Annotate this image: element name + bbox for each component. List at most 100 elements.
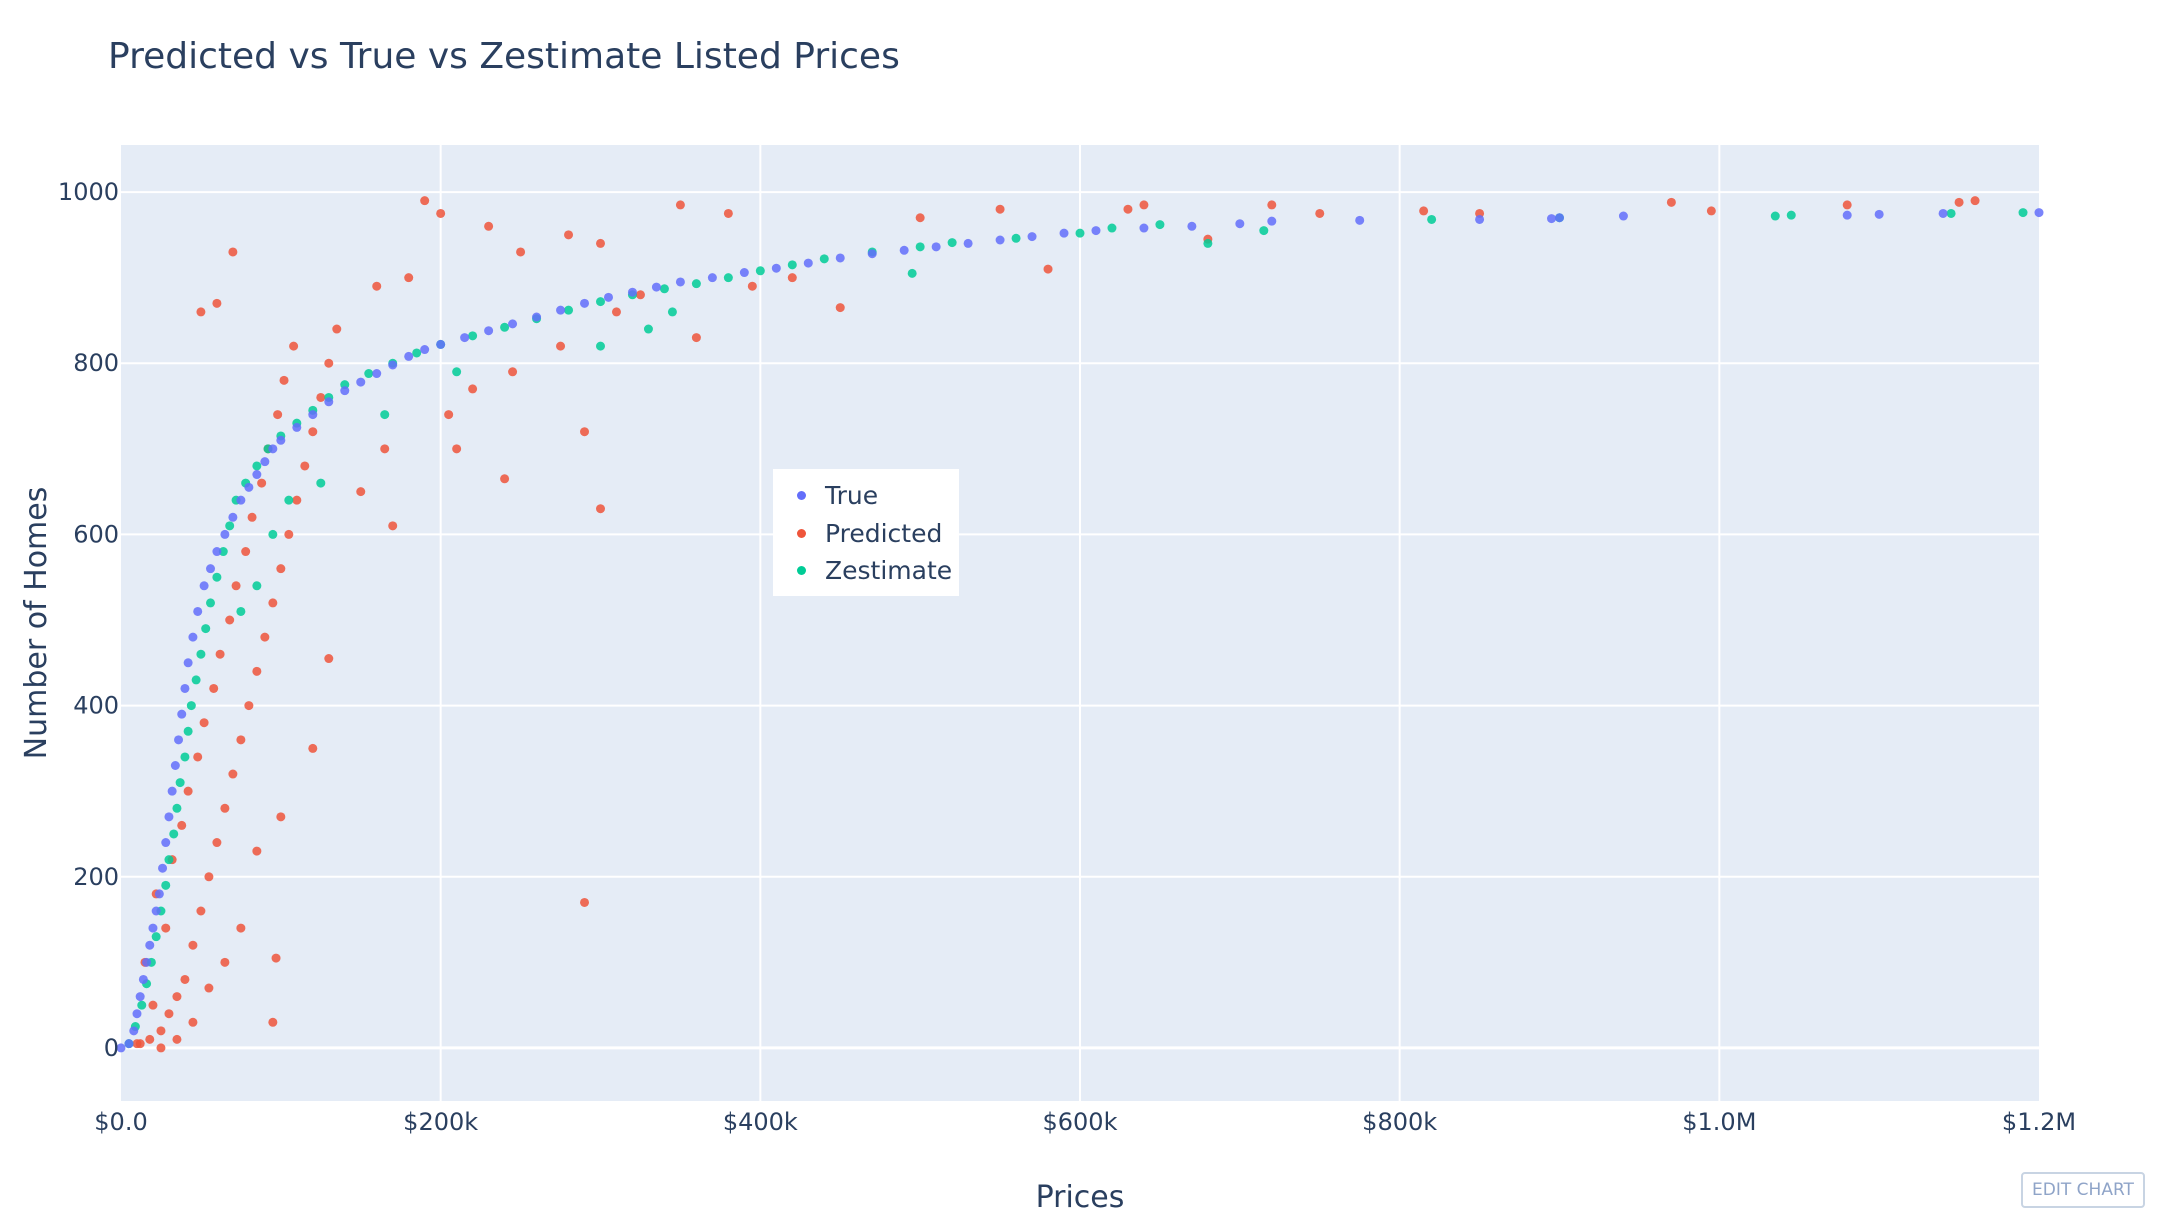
point-predicted — [300, 461, 310, 471]
point-predicted — [1842, 200, 1852, 210]
point-true — [1139, 223, 1149, 233]
point-predicted — [183, 786, 193, 796]
point-true — [1355, 215, 1365, 225]
legend-marker-predicted — [797, 528, 806, 538]
y-tick-label: 1000 — [58, 178, 119, 206]
point-true — [675, 277, 685, 287]
x-tick-label: $0.0 — [94, 1108, 147, 1136]
point-predicted — [747, 281, 757, 291]
point-true — [324, 397, 334, 407]
point-true — [627, 287, 637, 297]
point-predicted — [177, 820, 187, 830]
point-zestimate — [218, 547, 228, 557]
point-zestimate — [186, 701, 196, 711]
point-true — [151, 906, 161, 916]
point-true — [193, 606, 203, 616]
point-predicted — [675, 200, 685, 210]
point-zestimate — [137, 1000, 147, 1010]
point-zestimate — [1107, 223, 1117, 233]
point-predicted — [611, 307, 621, 317]
point-predicted — [172, 992, 182, 1002]
point-predicted — [193, 752, 203, 762]
point-zestimate — [364, 369, 374, 379]
point-true — [1091, 226, 1101, 236]
point-predicted — [1419, 206, 1429, 216]
point-true — [420, 345, 430, 355]
point-true — [132, 1009, 142, 1019]
point-true — [174, 735, 184, 745]
edit-chart-button[interactable]: EDIT CHART — [2021, 1172, 2145, 1208]
point-true — [707, 273, 717, 283]
point-zestimate — [667, 307, 677, 317]
point-predicted — [241, 547, 251, 557]
point-true — [508, 319, 518, 329]
point-zestimate — [201, 624, 211, 634]
legend-label-predicted: Predicted — [825, 518, 943, 548]
point-predicted — [164, 1009, 174, 1019]
point-predicted — [1666, 197, 1676, 207]
point-predicted — [209, 683, 219, 693]
point-true — [963, 238, 973, 248]
legend-item-predicted[interactable]: Predicted — [773, 515, 942, 551]
x-axis-ticks: $0.0 $200k $400k $600k $800k $1.0M $1.2M — [94, 1108, 2076, 1136]
point-zestimate — [1770, 211, 1780, 221]
point-zestimate — [175, 778, 185, 788]
point-true — [268, 444, 278, 454]
point-true — [158, 863, 168, 873]
point-zestimate — [1946, 208, 1956, 218]
point-predicted — [332, 324, 342, 334]
point-true — [404, 351, 414, 361]
point-zestimate — [1259, 226, 1269, 236]
point-predicted — [132, 1039, 142, 1049]
point-predicted — [244, 701, 254, 711]
legend-item-true[interactable]: True — [773, 477, 878, 513]
point-predicted — [228, 769, 238, 779]
point-true — [580, 298, 590, 308]
y-axis-title: Number of Homes — [19, 487, 54, 760]
point-predicted — [236, 735, 246, 745]
point-predicted — [1139, 200, 1149, 210]
x-tick-label: $600k — [1043, 1108, 1118, 1136]
point-predicted — [279, 375, 289, 385]
point-predicted — [580, 427, 590, 437]
point-true — [1059, 228, 1069, 238]
point-predicted — [212, 298, 222, 308]
point-predicted — [156, 1043, 166, 1053]
point-true — [1842, 210, 1852, 220]
point-true — [1235, 219, 1245, 229]
point-predicted — [273, 410, 283, 420]
point-predicted — [257, 478, 267, 488]
point-zestimate — [1155, 220, 1165, 230]
point-predicted — [404, 273, 414, 283]
point-true — [1187, 221, 1197, 231]
point-true — [2034, 208, 2044, 218]
point-true — [460, 333, 470, 343]
point-predicted — [284, 529, 294, 539]
point-zestimate — [1427, 214, 1437, 224]
point-predicted — [691, 333, 701, 343]
point-zestimate — [500, 322, 510, 332]
point-predicted — [196, 307, 206, 317]
point-true — [899, 245, 909, 255]
point-predicted — [356, 487, 366, 497]
legend-item-zestimate[interactable]: Zestimate — [773, 552, 952, 588]
point-true — [1475, 214, 1485, 224]
point-predicted — [1954, 197, 1964, 207]
point-predicted — [420, 196, 430, 206]
point-predicted — [236, 923, 246, 933]
point-true — [340, 386, 350, 396]
point-zestimate — [787, 260, 797, 270]
data-points — [116, 196, 2044, 1053]
point-zestimate — [723, 273, 733, 283]
point-true — [1618, 211, 1628, 221]
point-zestimate — [452, 367, 462, 377]
legend-label-true: True — [825, 480, 879, 510]
x-tick-label: $800k — [1362, 1108, 1437, 1136]
point-true — [1555, 213, 1564, 223]
point-true — [135, 992, 145, 1002]
point-predicted — [156, 1026, 166, 1036]
point-predicted — [271, 953, 281, 963]
point-true — [739, 268, 749, 278]
point-predicted — [188, 1017, 198, 1027]
point-predicted — [468, 384, 478, 394]
